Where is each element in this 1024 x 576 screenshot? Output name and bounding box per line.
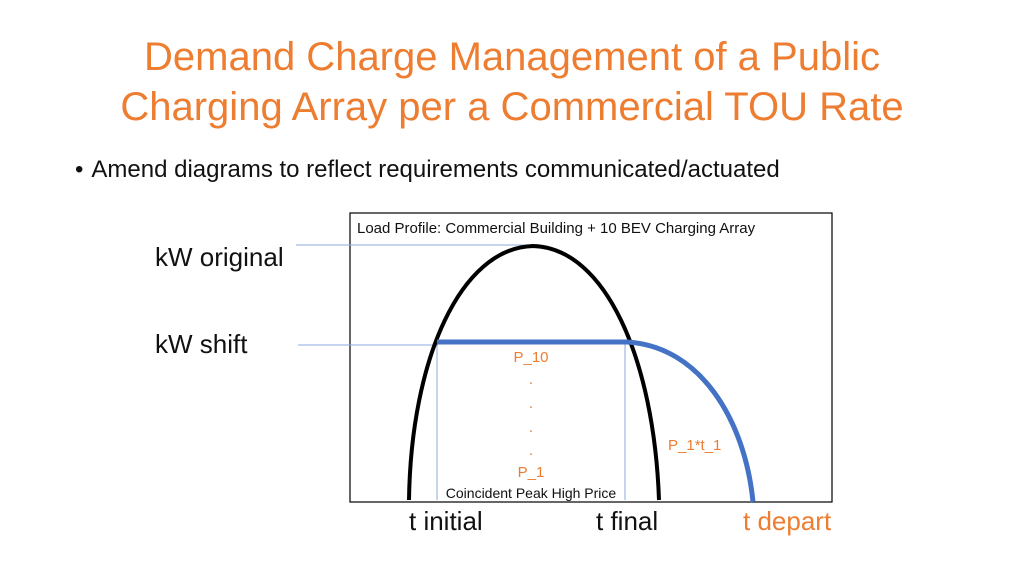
- p1t1-label: P_1*t_1: [668, 437, 721, 454]
- title-line-1: Demand Charge Management of a Public: [144, 35, 880, 79]
- p10-label: P_10: [513, 349, 548, 366]
- kw-original-label: kW original: [155, 242, 284, 272]
- ellipsis-dot-4: .: [529, 442, 533, 459]
- slide-title: Demand Charge Management of a Public Cha…: [0, 32, 1024, 132]
- bullet-item: • Amend diagrams to reflect requirements …: [75, 156, 780, 184]
- title-line-2: Charging Array per a Commercial TOU Rate: [120, 85, 904, 129]
- bullet-dot-icon: •: [75, 156, 84, 183]
- ellipsis-dot-3: .: [529, 419, 533, 436]
- ellipsis-dot-2: .: [529, 395, 533, 412]
- ellipsis-dot-1: .: [529, 371, 533, 388]
- p1-label: P_1: [518, 464, 545, 481]
- t-depart-label: t depart: [743, 506, 832, 536]
- t-initial-label: t initial: [409, 506, 483, 536]
- original-load-curve: [407, 243, 661, 501]
- box-title: Load Profile: Commercial Building + 10 B…: [357, 220, 756, 237]
- shifted-load-curve: [437, 339, 756, 503]
- diagram-frame: [349, 212, 833, 503]
- bullet-text: Amend diagrams to reflect requirements c…: [91, 156, 780, 183]
- t-final-label: t final: [596, 506, 659, 536]
- kw-shift-label: kW shift: [155, 329, 248, 359]
- coincident-peak-label: Coincident Peak High Price: [446, 485, 617, 501]
